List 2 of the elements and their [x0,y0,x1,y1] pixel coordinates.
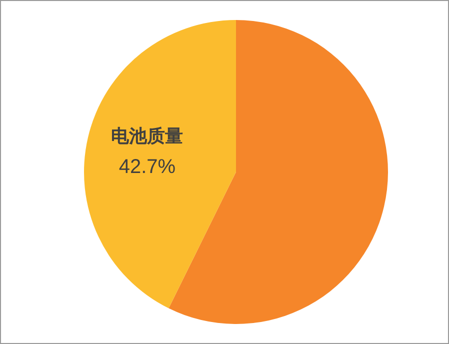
slice-label: 电池质量 [111,126,184,147]
data-label: 42.7% [118,156,176,178]
